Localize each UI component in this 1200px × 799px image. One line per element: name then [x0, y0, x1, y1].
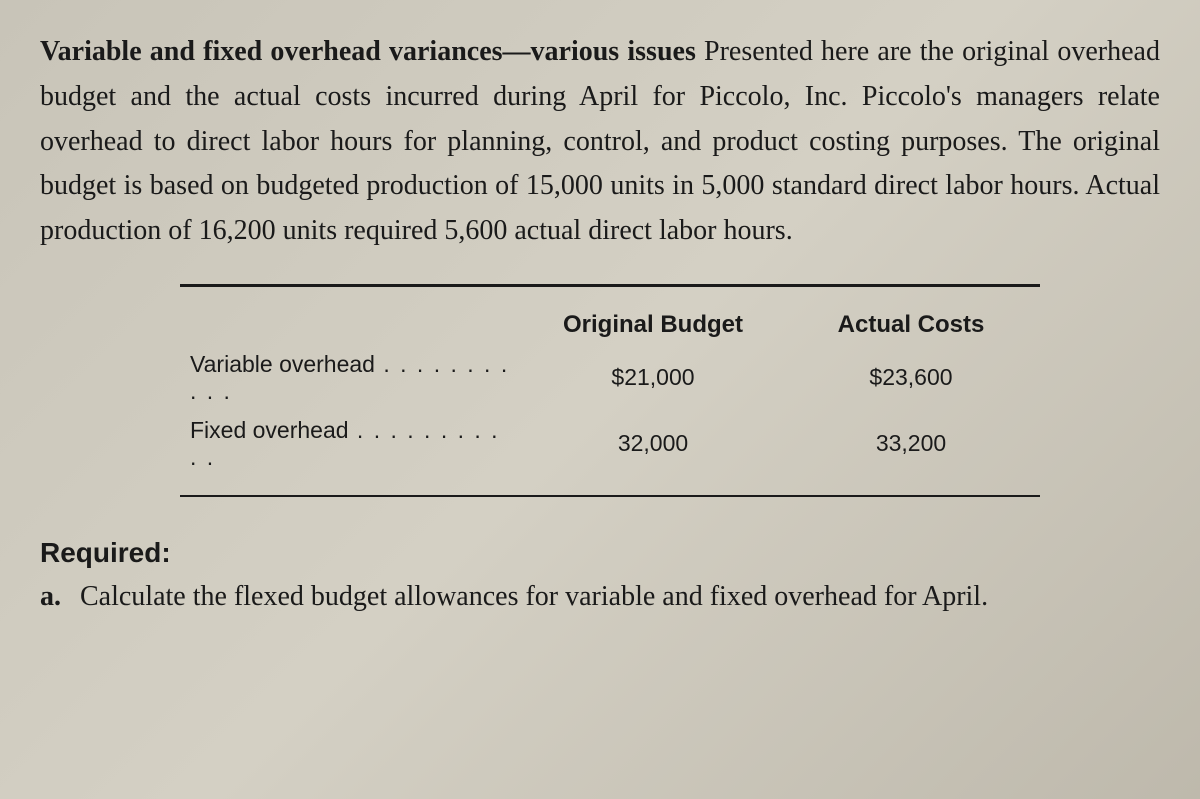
col-original-budget: Original Budget: [524, 305, 782, 345]
row-label: Variable overhead: [180, 345, 524, 411]
row-orig: 32,000: [524, 411, 782, 477]
required-item-text: Calculate the flexed budget allowances f…: [80, 575, 1160, 620]
table-bottom-rule: [180, 495, 1040, 497]
required-item-marker: a.: [40, 575, 80, 620]
row-label: Fixed overhead: [180, 411, 524, 477]
row-orig: $21,000: [524, 345, 782, 411]
table-row: Variable overhead $21,000 $23,600: [180, 345, 1040, 411]
problem-paragraph: Variable and fixed overhead variances—va…: [40, 30, 1160, 254]
problem-body: Presented here are the original overhead…: [40, 36, 1160, 246]
table-row: Fixed overhead 32,000 33,200: [180, 411, 1040, 477]
required-heading: Required:: [40, 537, 1160, 569]
table-header-row: Original Budget Actual Costs: [180, 305, 1040, 345]
col-actual-costs: Actual Costs: [782, 305, 1040, 345]
table-top-rule: [180, 284, 1040, 287]
col-blank: [180, 305, 524, 345]
required-item: a. Calculate the flexed budget allowance…: [40, 575, 1160, 620]
row-actual: 33,200: [782, 411, 1040, 477]
overhead-table: Original Budget Actual Costs Variable ov…: [180, 284, 1040, 497]
row-actual: $23,600: [782, 345, 1040, 411]
problem-title: Variable and fixed overhead variances—va…: [40, 36, 696, 67]
